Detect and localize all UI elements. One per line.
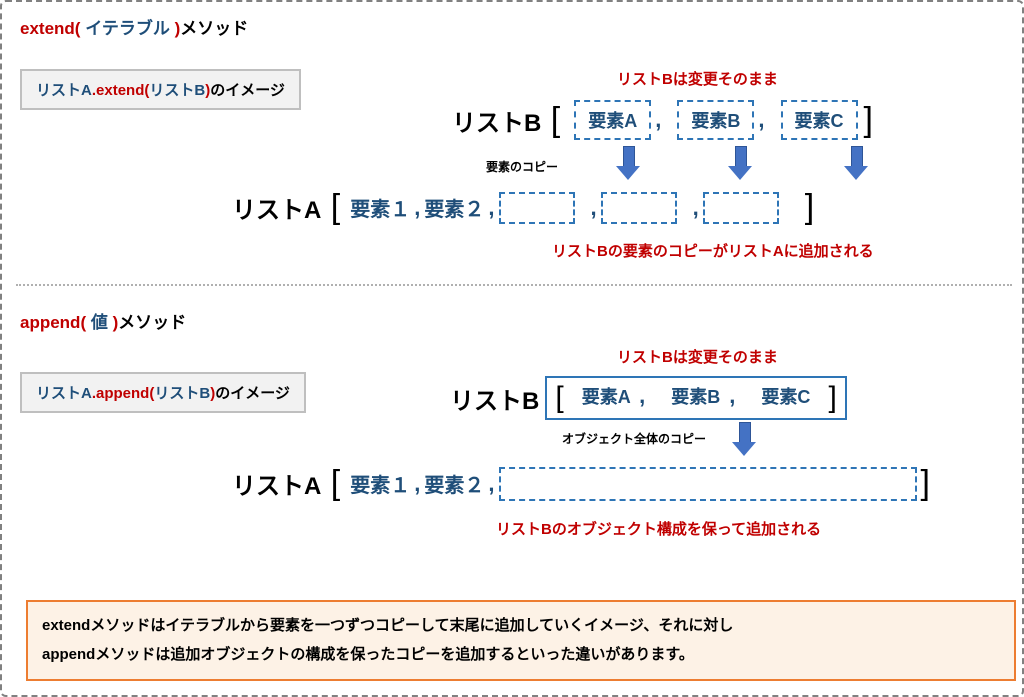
append-title: append( 値 )メソッド — [20, 308, 186, 333]
comma: , — [725, 383, 739, 408]
extend-img-suffix: のイメージ — [210, 82, 285, 99]
append-img-listB: リストB — [154, 385, 210, 402]
bracket-open: [ — [555, 381, 563, 414]
extend-note-bottom: リストBの要素のコピーがリストAに追加される — [552, 243, 874, 260]
extend-copy-note: 要素のコピー — [486, 160, 558, 174]
extend-title: extend( イテラブル )メソッド — [20, 14, 1004, 39]
bracket-close: ] — [921, 464, 930, 503]
comma: , — [484, 195, 498, 221]
extend-arg: イテラブル — [80, 19, 174, 38]
append-note-bottom: リストBのオブジェクト構成を保って追加される — [496, 521, 821, 538]
comma: , — [410, 471, 424, 497]
append-arg: 値 — [86, 313, 112, 332]
arrow-down-icon — [732, 422, 756, 456]
append-note-top: リストBは変更そのまま — [617, 349, 778, 366]
divider — [16, 284, 1012, 286]
append-elemA: 要素A — [582, 387, 630, 407]
bracket-open: [ — [321, 188, 340, 227]
extend-image-box: リストA.extend(リストB)のイメージ — [20, 69, 301, 110]
append-word: メソッド — [118, 313, 186, 332]
comma: , — [689, 195, 703, 221]
summary-line1: extendメソッドはイテラブルから要素を一つずつコピーして末尾に追加していくイ… — [42, 617, 733, 634]
summary-box: extendメソッドはイテラブルから要素を一つずつコピーして末尾に追加していくイ… — [26, 600, 1016, 681]
empty-slot — [499, 192, 575, 224]
arrow-down-icon — [844, 146, 868, 180]
comma: , — [651, 107, 665, 133]
append-elemB: 要素B — [671, 387, 720, 407]
append-listA-label: リストA — [232, 466, 321, 501]
extend-method-name: extend( — [20, 19, 80, 38]
comma: , — [635, 383, 649, 408]
comma: , — [484, 471, 498, 497]
arrow-down-icon — [616, 146, 640, 180]
extend-img-method: .extend( — [92, 82, 150, 99]
empty-slot — [703, 192, 779, 224]
extend-elemA: 要素A — [574, 100, 651, 140]
empty-slot-big — [499, 467, 917, 501]
extend-img-listB: リストB — [149, 82, 205, 99]
comma: , — [410, 195, 424, 221]
extend-note-top: リストBは変更そのまま — [617, 71, 778, 88]
extend-listB-label: リストB — [452, 103, 541, 138]
empty-slot — [601, 192, 677, 224]
extend-word: メソッド — [180, 19, 248, 38]
append-img-method: .append( — [92, 385, 155, 402]
extend-elemB: 要素B — [677, 100, 754, 140]
append-elemC: 要素C — [761, 387, 810, 407]
extend-elem1: 要素１ — [350, 193, 410, 222]
append-image-box: リストA.append(リストB)のイメージ — [20, 372, 306, 413]
append-copy-note: オブジェクト全体のコピー — [562, 432, 706, 446]
extend-elem2: 要素２ — [424, 193, 484, 222]
bracket-close: ] — [805, 188, 814, 227]
comma: , — [587, 195, 601, 221]
bracket-open: [ — [541, 101, 560, 140]
extend-elemC: 要素C — [781, 100, 858, 140]
append-elem1: 要素１ — [350, 469, 410, 498]
bracket-close: ] — [828, 381, 836, 414]
summary-line2: appendメソッドは追加オブジェクトの構成を保ったコピーを追加するといった違い… — [42, 646, 694, 663]
comma: , — [754, 107, 768, 133]
extend-img-listA: リストA — [36, 82, 92, 99]
extend-listA-label: リストA — [232, 190, 321, 225]
append-elem2: 要素２ — [424, 469, 484, 498]
arrow-down-icon — [728, 146, 752, 180]
append-listB-container: [ 要素A , 要素B , 要素C ] — [545, 376, 846, 420]
diagram-container: extend( イテラブル )メソッド リストA.extend(リストB)のイメ… — [0, 0, 1024, 697]
bracket-close: ] — [864, 101, 873, 140]
append-method-name: append( — [20, 313, 86, 332]
append-listB-label: リストB — [450, 381, 539, 416]
append-img-listA: リストA — [36, 385, 92, 402]
append-img-suffix: のイメージ — [215, 385, 290, 402]
bracket-open: [ — [321, 464, 340, 503]
